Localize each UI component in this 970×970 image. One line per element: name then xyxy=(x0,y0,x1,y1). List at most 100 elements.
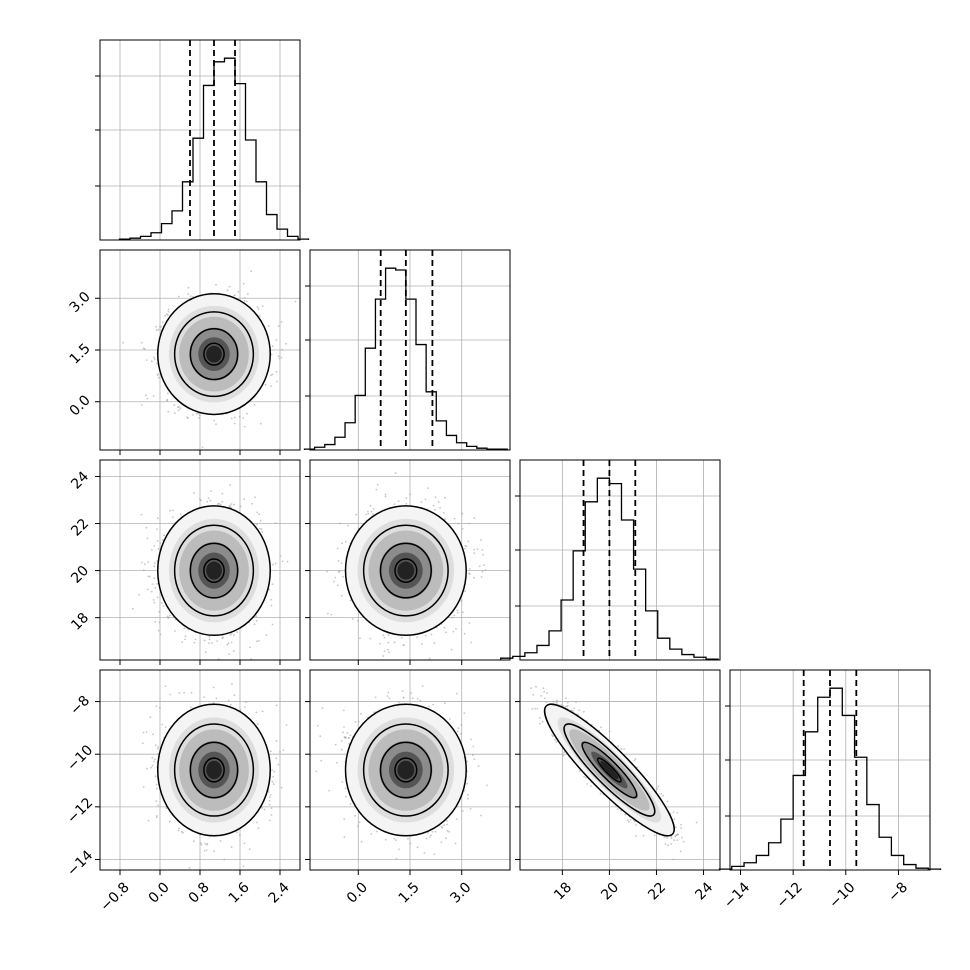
scatter-point xyxy=(372,513,374,515)
scatter-point xyxy=(172,509,174,512)
scatter-point xyxy=(444,518,446,521)
scatter-point xyxy=(153,758,156,761)
scatter-point xyxy=(682,840,685,843)
scatter-point xyxy=(342,575,344,578)
scatter-point xyxy=(131,607,134,610)
scatter-point xyxy=(154,587,157,589)
scatter-point xyxy=(660,792,663,795)
x-tick-label: 0.0 xyxy=(146,879,173,906)
scatter-point xyxy=(203,696,206,698)
scatter-point xyxy=(416,636,419,638)
scatter-point xyxy=(274,562,277,565)
scatter-point xyxy=(155,329,158,332)
scatter-point xyxy=(667,844,669,847)
scatter-point xyxy=(223,858,226,861)
scatter-point xyxy=(187,286,190,289)
scatter-point xyxy=(662,794,664,797)
scatter-point xyxy=(420,501,423,503)
scatter-point xyxy=(470,738,472,741)
contour-line-3 xyxy=(379,542,432,599)
scatter-point xyxy=(395,839,397,841)
scatter-point xyxy=(275,370,278,373)
scatter-point xyxy=(531,708,534,710)
scatter-point xyxy=(663,836,666,839)
scatter-point xyxy=(402,696,405,699)
scatter-point xyxy=(349,803,352,805)
scatter-point xyxy=(193,641,196,644)
scatter-point xyxy=(270,750,272,753)
scatter-point xyxy=(272,783,275,786)
scatter-point xyxy=(334,743,337,746)
scatter-point xyxy=(483,564,485,566)
scatter-point xyxy=(259,315,261,317)
scatter-point xyxy=(472,754,474,757)
scatter-point xyxy=(432,504,435,507)
scatter-point xyxy=(456,611,459,614)
scatter-point xyxy=(409,842,412,845)
scatter-point xyxy=(457,522,459,525)
scatter-point xyxy=(452,630,455,633)
scatter-point xyxy=(239,505,242,508)
scatter-point xyxy=(180,513,182,516)
scatter-point xyxy=(387,634,390,637)
scatter-point xyxy=(277,325,280,327)
scatter-point xyxy=(238,415,241,418)
density-level-6 xyxy=(206,760,222,780)
scatter-point xyxy=(320,759,323,762)
scatter-point xyxy=(433,853,436,856)
x-tick-label: 0.8 xyxy=(186,879,213,906)
scatter-point xyxy=(146,397,149,400)
scatter-point xyxy=(617,745,620,748)
scatter-point xyxy=(467,797,469,800)
scatter-point xyxy=(242,282,245,285)
scatter-point xyxy=(393,837,395,840)
scatter-point xyxy=(150,766,152,769)
scatter-point xyxy=(269,794,272,796)
scatter-point xyxy=(270,374,272,377)
scatter-point xyxy=(455,628,457,630)
scatter-point xyxy=(445,631,447,634)
scatter-point xyxy=(673,818,676,821)
scatter-point xyxy=(333,580,335,583)
scatter-point xyxy=(246,293,249,295)
scatter-point xyxy=(453,517,456,520)
scatter-point xyxy=(226,643,229,646)
scatter-point xyxy=(243,425,246,428)
scatter-point xyxy=(481,549,484,551)
scatter-point xyxy=(543,697,546,700)
scatter-point xyxy=(374,696,377,699)
scatter-point xyxy=(608,730,611,733)
scatter-point xyxy=(178,692,181,694)
scatter-point xyxy=(153,562,156,564)
scatter-point xyxy=(367,512,370,515)
scatter-point xyxy=(264,383,267,386)
scatter-point xyxy=(336,584,339,587)
scatter-point xyxy=(360,840,363,843)
scatter-point xyxy=(258,513,261,516)
scatter-point xyxy=(416,697,419,700)
x-tick-label: 2.4 xyxy=(266,879,293,906)
scatter-point xyxy=(397,500,400,502)
scatter-point xyxy=(443,702,446,705)
scatter-point xyxy=(461,528,464,530)
contour-line-1 xyxy=(344,703,467,837)
scatter-point xyxy=(219,503,222,506)
scatter-point xyxy=(434,496,437,499)
scatter-point xyxy=(230,641,233,644)
scatter-point xyxy=(146,588,149,591)
scatter-point xyxy=(160,325,162,328)
scatter-point xyxy=(227,642,230,644)
scatter-point xyxy=(155,816,158,819)
scatter-point xyxy=(253,404,256,406)
scatter-point xyxy=(271,345,274,348)
panel-frame xyxy=(519,459,721,661)
y-tick-label: −12 xyxy=(64,795,96,827)
scatter-point xyxy=(253,623,256,626)
scatter-point xyxy=(626,819,629,821)
scatter-point xyxy=(167,617,170,620)
scatter-point xyxy=(257,639,260,642)
scatter-point xyxy=(463,632,466,635)
scatter-point xyxy=(154,775,157,777)
scatter-point xyxy=(256,640,258,643)
scatter-point xyxy=(159,542,162,544)
